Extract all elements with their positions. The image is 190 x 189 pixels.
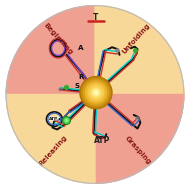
Text: T: T [93,13,99,22]
Wedge shape [6,6,95,94]
Wedge shape [6,94,95,183]
Wedge shape [95,94,184,183]
Text: Grasping: Grasping [123,135,152,166]
Text: R: R [78,74,83,80]
Wedge shape [95,6,184,94]
Text: Beginning: Beginning [42,22,74,56]
Circle shape [82,78,110,107]
Circle shape [91,88,101,98]
Circle shape [83,80,108,105]
Circle shape [80,77,112,109]
Text: Releasing: Releasing [38,134,69,167]
Text: A: A [78,45,84,51]
Text: ATP: ATP [94,136,111,145]
Text: S: S [74,83,79,89]
Text: Unfolding: Unfolding [120,22,151,55]
Circle shape [88,85,104,100]
Circle shape [86,82,106,103]
Circle shape [6,6,184,183]
Text: ATP: ATP [49,116,59,121]
Circle shape [93,90,98,95]
